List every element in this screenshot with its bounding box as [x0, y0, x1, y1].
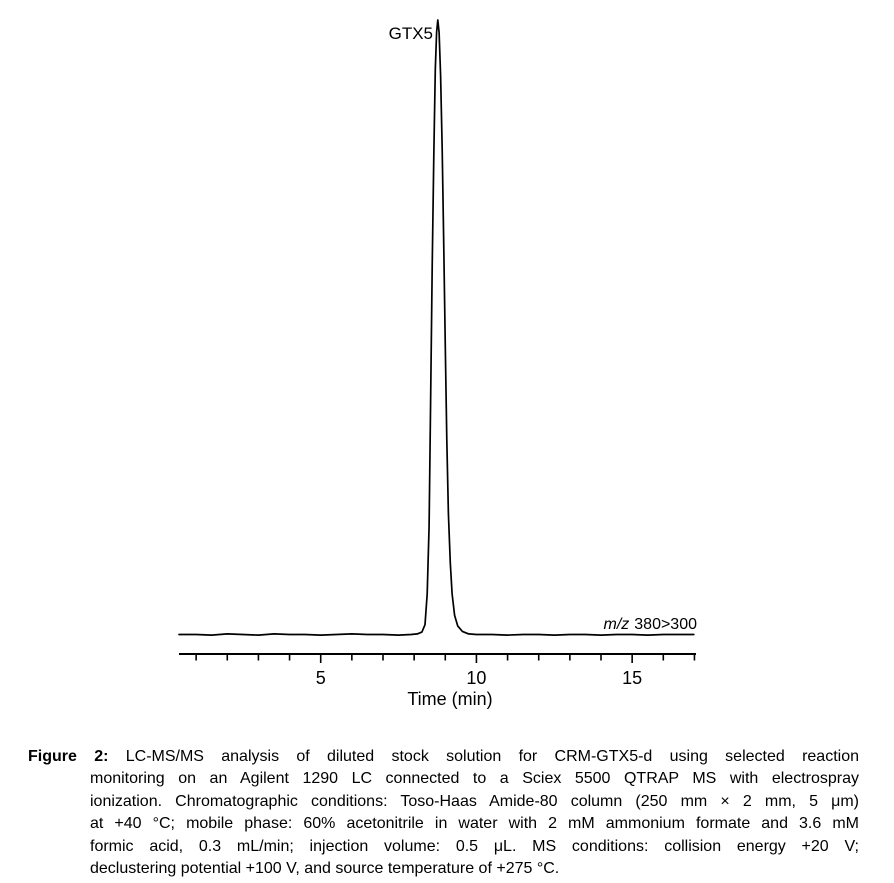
figure-caption-label: Figure 2: — [28, 748, 109, 765]
mz-transition-values: 380>300 — [634, 616, 697, 633]
caption-line-4: at +40 °C; mobile phase: 60% acetonitril… — [90, 815, 859, 833]
caption-line-5: formic acid, 0.3 mL/min; injection volum… — [90, 837, 859, 855]
caption-line-6: declustering potential +100 V, and sourc… — [90, 860, 560, 878]
x-axis-tick-label: 10 — [466, 668, 486, 688]
x-axis-tick-label: 15 — [622, 668, 642, 688]
chromatogram-trace — [178, 19, 695, 636]
transition-annotation: m/z 380>300 — [603, 616, 697, 633]
caption-line-1-text: LC-MS/MS analysis of diluted stock solut… — [125, 748, 860, 765]
figure-caption: Figure 2: LC-MS/MS analysis of diluted s… — [28, 746, 859, 880]
mz-italic-text: m/z — [603, 616, 629, 633]
caption-line-2: monitoring on an Agilent 1290 LC connect… — [90, 770, 859, 788]
x-axis-tick-label: 5 — [316, 668, 326, 688]
chromatogram-plot: GTX5 m/z 380>300 5 10 15 Time (min) — [178, 19, 697, 709]
caption-line-1: Figure 2: LC-MS/MS analysis of diluted s… — [28, 746, 859, 768]
caption-line-3: ionization. Chromatographic conditions: … — [90, 792, 859, 810]
x-axis-label: Time (min) — [407, 689, 492, 709]
x-axis-tick-labels: 5 10 15 — [316, 668, 642, 688]
x-axis-ticks — [195, 654, 696, 663]
peak-label: GTX5 — [389, 24, 433, 43]
